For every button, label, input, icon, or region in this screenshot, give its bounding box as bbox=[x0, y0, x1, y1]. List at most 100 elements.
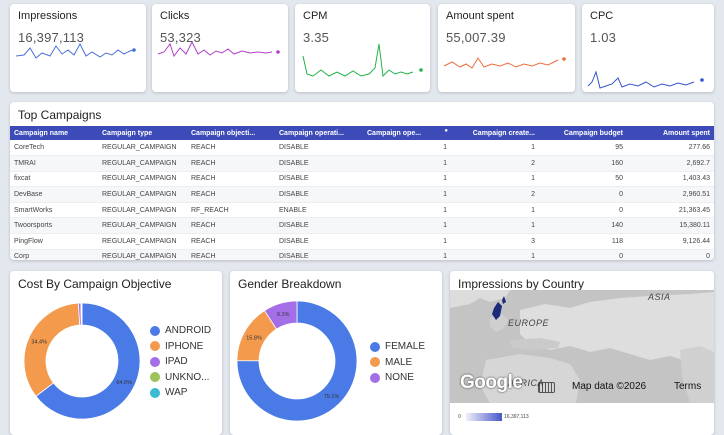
map-data-credit[interactable]: Map data ©2026 bbox=[572, 381, 647, 392]
cell-name: fixcat bbox=[10, 171, 98, 188]
column-header[interactable]: Campaign create... bbox=[472, 129, 535, 137]
cost-legend: ANDROID IPHONE IPAD UNKNO... WAP bbox=[150, 323, 211, 401]
legend-swatch bbox=[150, 341, 160, 352]
cell-name: SmartWorks bbox=[10, 202, 98, 219]
legend-item[interactable]: IPHONE bbox=[150, 339, 211, 355]
google-logo[interactable]: Google bbox=[460, 372, 523, 393]
cell-name: PingFlow bbox=[10, 233, 98, 250]
table-row[interactable]: fixcat REGULAR_CAMPAIGN REACH DISABLE 1 1 50 1,… bbox=[10, 171, 714, 188]
kpi-card-cpc[interactable]: CPC 1.03 bbox=[582, 4, 714, 92]
cell-operation: DISABLE bbox=[275, 171, 363, 188]
cell-type: REGULAR_CAMPAIGN bbox=[98, 202, 187, 219]
cost-by-objective-card: Cost By Campaign Objective 64.6% 34.4% AN… bbox=[10, 271, 222, 435]
cell-ope: 1 bbox=[363, 171, 451, 188]
legend-label: NONE bbox=[385, 372, 414, 384]
cell-create: 1 bbox=[451, 217, 539, 235]
donut-slice-iphone[interactable] bbox=[23, 302, 81, 397]
table-header-row: Campaign name Campaign type Campaign obj… bbox=[10, 126, 714, 140]
cell-amount: 21,363.45 bbox=[627, 202, 714, 219]
scale-gradient-bar bbox=[466, 413, 502, 421]
column-header[interactable]: Campaign type bbox=[102, 129, 153, 137]
legend-item[interactable]: MALE bbox=[370, 355, 425, 371]
gender-donut-chart[interactable]: 75.1% 15.8% 9.1% bbox=[230, 299, 360, 429]
cell-budget: 0 bbox=[539, 202, 627, 219]
kpi-title: Impressions bbox=[18, 10, 78, 22]
scale-min-label: 0 bbox=[458, 414, 461, 420]
table-row[interactable]: DevBase REGULAR_CAMPAIGN REACH DISABLE 1 2 0 2,… bbox=[10, 186, 714, 203]
table-row[interactable]: TMRAI REGULAR_CAMPAIGN REACH DISABLE 1 2 160 2,… bbox=[10, 155, 714, 172]
legend-label: WAP bbox=[165, 387, 188, 399]
keyboard-shortcuts-icon[interactable] bbox=[538, 382, 555, 393]
legend-label: MALE bbox=[385, 356, 413, 368]
cell-budget: 50 bbox=[539, 171, 627, 188]
cell-amount: 15,380.11 bbox=[627, 217, 714, 235]
table-row[interactable]: SmartWorks REGULAR_CAMPAIGN RF_REACH ENABLE… bbox=[10, 202, 714, 219]
donut-slice-female[interactable] bbox=[236, 300, 358, 422]
cell-create: 1 bbox=[451, 171, 539, 188]
cell-objective: REACH bbox=[187, 171, 275, 188]
legend-item[interactable]: FEMALE bbox=[370, 339, 425, 355]
kpi-card-cpm[interactable]: CPM 3.35 bbox=[295, 4, 430, 92]
cell-ope: 1 bbox=[363, 249, 451, 260]
map-terms-link[interactable]: Terms bbox=[674, 381, 702, 392]
kpi-value: 53,323 bbox=[160, 30, 201, 45]
legend-swatch bbox=[370, 341, 380, 352]
cell-objective: REACH bbox=[187, 217, 275, 235]
cell-amount: 2,692.7 bbox=[627, 155, 714, 172]
legend-swatch bbox=[150, 325, 160, 336]
legend-item[interactable]: ANDROID bbox=[150, 323, 211, 339]
cell-amount: 1,403.43 bbox=[627, 171, 714, 188]
legend-item[interactable]: NONE bbox=[370, 370, 425, 386]
table-row[interactable]: PingFlow REGULAR_CAMPAIGN REACH DISABLE 1 3 11… bbox=[10, 233, 714, 250]
kpi-value: 16,397,113 bbox=[18, 30, 85, 45]
column-header[interactable]: Campaign ope... ● bbox=[363, 126, 451, 140]
cell-operation: ENABLE bbox=[275, 202, 363, 219]
cell-operation: DISABLE bbox=[275, 186, 363, 203]
cell-ope: 1 bbox=[363, 217, 451, 235]
kpi-card-amount-spent[interactable]: Amount spent 55,007.39 bbox=[438, 4, 575, 92]
legend-item[interactable]: IPAD bbox=[150, 354, 211, 370]
map-color-scale: 0 16,397,113 bbox=[450, 407, 714, 427]
geo-map[interactable]: ASIA EUROPE AFRICA Google Map data ©2026… bbox=[450, 290, 714, 403]
cell-budget: 95 bbox=[539, 140, 627, 157]
donut-slice-label: 15.8% bbox=[246, 335, 262, 341]
table-row[interactable]: Corp REGULAR_CAMPAIGN REACH DISABLE 1 1 0 0 bbox=[10, 249, 714, 260]
kpi-title: CPM bbox=[303, 10, 328, 22]
map-label-africa: AFRICA bbox=[508, 378, 545, 388]
kpi-card-impressions[interactable]: Impressions 16,397,113 bbox=[10, 4, 146, 92]
section-title: Gender Breakdown bbox=[238, 277, 342, 291]
kpi-card-clicks[interactable]: Clicks 53,323 bbox=[152, 4, 288, 92]
gender-legend: FEMALE MALE NONE bbox=[370, 339, 425, 386]
table-row[interactable]: CoreTech REGULAR_CAMPAIGN REACH DISABLE 1 1 95… bbox=[10, 140, 714, 157]
cell-objective: REACH bbox=[187, 233, 275, 250]
cell-name: Corp bbox=[10, 249, 98, 260]
cell-amount: 277.66 bbox=[627, 140, 714, 157]
column-header[interactable]: Campaign budget bbox=[563, 129, 623, 137]
cell-operation: DISABLE bbox=[275, 217, 363, 235]
cell-name: Twoorsports bbox=[10, 217, 98, 235]
legend-swatch bbox=[370, 357, 380, 368]
column-header[interactable]: Campaign operati... bbox=[279, 129, 344, 137]
cell-create: 2 bbox=[451, 155, 539, 172]
column-header[interactable]: Amount spent bbox=[662, 129, 710, 137]
cell-amount: 0 bbox=[627, 249, 714, 260]
donut-slice-android[interactable] bbox=[35, 302, 141, 420]
donut-slice-none[interactable] bbox=[263, 300, 298, 330]
table-row[interactable]: Twoorsports REGULAR_CAMPAIGN REACH DISABLE 1… bbox=[10, 217, 714, 235]
sort-indicator-icon[interactable]: ● bbox=[444, 128, 448, 134]
donut-slice-label: 34.4% bbox=[31, 340, 47, 346]
legend-item[interactable]: WAP bbox=[150, 385, 211, 401]
legend-label: IPHONE bbox=[165, 340, 204, 352]
cost-donut-chart[interactable]: 64.6% 34.4% bbox=[10, 293, 150, 433]
section-title: Impressions by Country bbox=[458, 277, 585, 291]
legend-item[interactable]: UNKNO... bbox=[150, 370, 211, 386]
cell-ope: 1 bbox=[363, 140, 451, 157]
column-header[interactable]: Campaign objecti... bbox=[191, 129, 256, 137]
cell-operation: DISABLE bbox=[275, 233, 363, 250]
cell-create: 1 bbox=[451, 249, 539, 260]
cell-ope: 1 bbox=[363, 155, 451, 172]
cell-ope: 1 bbox=[363, 202, 451, 219]
column-header[interactable]: Campaign name bbox=[14, 129, 69, 137]
cell-create: 2 bbox=[451, 186, 539, 203]
campaigns-table-wrap[interactable]: Campaign name Campaign type Campaign obj… bbox=[10, 126, 714, 260]
